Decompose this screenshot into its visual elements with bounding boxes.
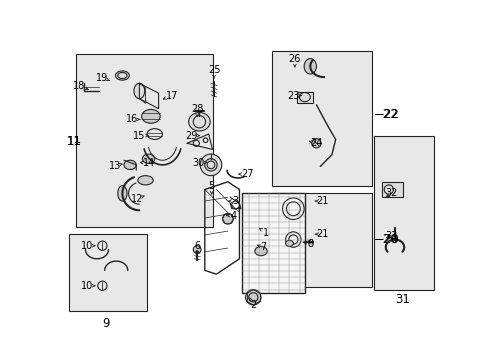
Ellipse shape — [123, 160, 136, 170]
Ellipse shape — [118, 186, 127, 201]
Text: 16: 16 — [126, 114, 138, 125]
Text: 26: 26 — [288, 54, 301, 64]
Ellipse shape — [304, 59, 316, 74]
Text: 25: 25 — [207, 65, 220, 75]
Text: 24: 24 — [309, 138, 322, 148]
Text: 28: 28 — [190, 104, 203, 114]
Ellipse shape — [138, 176, 153, 185]
Text: 11: 11 — [66, 135, 81, 148]
Text: 6: 6 — [194, 241, 200, 251]
Bar — [297, 92, 312, 103]
Ellipse shape — [142, 154, 154, 163]
Text: 13: 13 — [108, 161, 121, 171]
Ellipse shape — [134, 83, 144, 99]
Text: 14: 14 — [143, 158, 155, 167]
Text: 30: 30 — [192, 158, 204, 167]
Text: 7: 7 — [260, 242, 266, 252]
Bar — [271, 193, 371, 287]
Circle shape — [222, 213, 233, 224]
Circle shape — [200, 154, 221, 176]
Text: 29: 29 — [185, 131, 198, 141]
Ellipse shape — [285, 240, 293, 247]
Ellipse shape — [188, 112, 210, 131]
Circle shape — [245, 289, 261, 305]
Circle shape — [311, 139, 321, 148]
Text: 19: 19 — [96, 73, 108, 83]
Text: 31: 31 — [394, 293, 409, 306]
Ellipse shape — [115, 71, 129, 80]
Text: −22: −22 — [373, 108, 398, 121]
Text: 2: 2 — [250, 300, 256, 310]
Text: −20: −20 — [374, 233, 399, 246]
Text: 23: 23 — [286, 91, 299, 100]
Text: 3: 3 — [232, 196, 238, 206]
Text: 21: 21 — [316, 196, 328, 206]
Text: 10: 10 — [81, 241, 93, 251]
Text: 1: 1 — [263, 228, 269, 238]
Text: 9: 9 — [102, 316, 110, 329]
Text: −22: −22 — [374, 108, 399, 121]
Bar — [241, 193, 305, 293]
Text: 18: 18 — [73, 81, 85, 91]
Text: 8: 8 — [306, 239, 313, 249]
Bar — [68, 234, 147, 311]
Bar — [373, 136, 433, 289]
Bar — [381, 182, 403, 197]
Text: 21: 21 — [316, 229, 328, 239]
Ellipse shape — [142, 109, 160, 123]
Text: 4: 4 — [230, 211, 237, 221]
Text: −20: −20 — [373, 233, 397, 246]
Text: 5: 5 — [208, 181, 214, 191]
Text: 27: 27 — [241, 169, 253, 179]
Text: 32: 32 — [385, 188, 397, 198]
Bar — [76, 54, 213, 227]
Text: 11: 11 — [67, 135, 82, 148]
Text: 33: 33 — [385, 231, 397, 241]
Text: 15: 15 — [133, 131, 145, 141]
Ellipse shape — [254, 247, 266, 256]
Text: 17: 17 — [165, 91, 178, 100]
Circle shape — [193, 246, 201, 253]
Text: 10: 10 — [81, 281, 93, 291]
Bar — [271, 51, 371, 186]
Text: 12: 12 — [131, 194, 143, 204]
